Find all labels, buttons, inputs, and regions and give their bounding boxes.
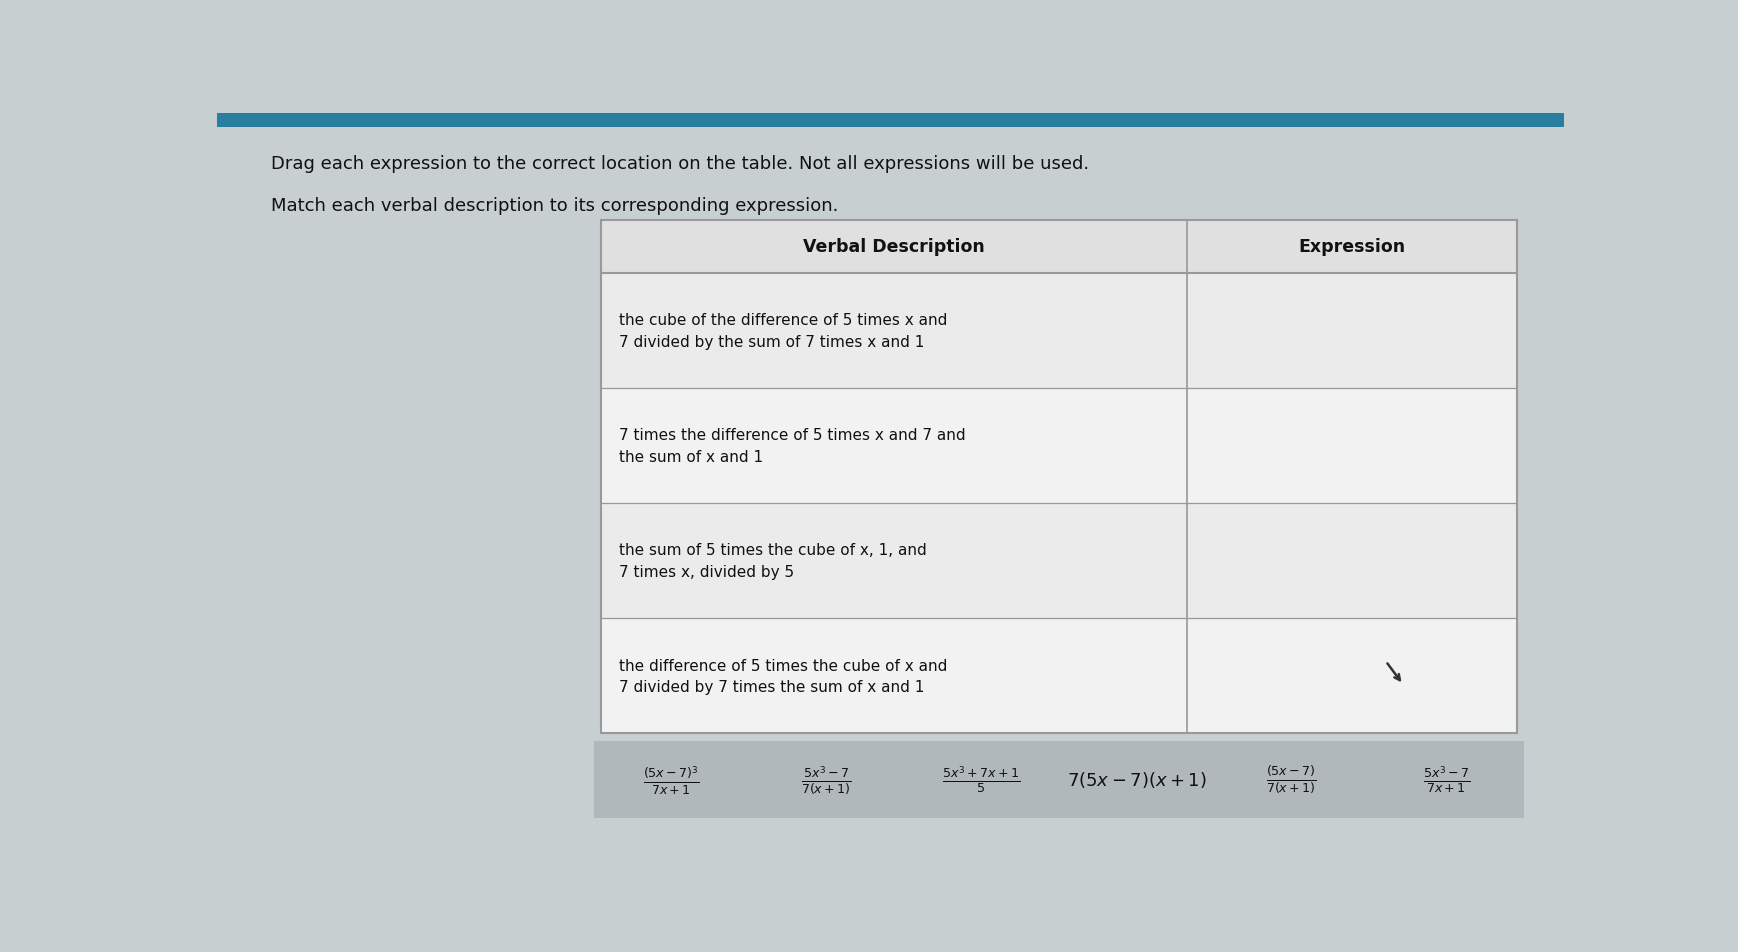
Text: $\frac{5x^3-7}{7(x+1)}$: $\frac{5x^3-7}{7(x+1)}$ — [801, 764, 852, 796]
Text: Verbal Description: Verbal Description — [803, 238, 985, 256]
Text: $\frac{(5x-7)}{7(x+1)}$: $\frac{(5x-7)}{7(x+1)}$ — [1265, 764, 1317, 795]
Text: the sum of 5 times the cube of x, 1, and
7 times x, divided by 5: the sum of 5 times the cube of x, 1, and… — [619, 543, 926, 580]
Text: Match each verbal description to its corresponding expression.: Match each verbal description to its cor… — [271, 196, 838, 214]
Bar — [601, 504, 1517, 619]
Text: Expression: Expression — [1298, 238, 1406, 256]
Text: the difference of 5 times the cube of x and
7 divided by 7 times the sum of x an: the difference of 5 times the cube of x … — [619, 658, 947, 694]
Text: $\frac{5x^3-7}{7x+1}$: $\frac{5x^3-7}{7x+1}$ — [1423, 764, 1470, 795]
Text: 7 times the difference of 5 times x and 7 and
the sum of x and 1: 7 times the difference of 5 times x and … — [619, 427, 965, 465]
Bar — [217, 114, 1564, 128]
Text: the cube of the difference of 5 times x and
7 divided by the sum of 7 times x an: the cube of the difference of 5 times x … — [619, 312, 947, 349]
Bar — [601, 221, 1517, 734]
Bar — [601, 221, 1517, 273]
Bar — [601, 221, 1517, 734]
Bar — [601, 388, 1517, 504]
Bar — [594, 741, 1524, 818]
Bar — [601, 273, 1517, 388]
Text: $\frac{(5x-7)^3}{7x+1}$: $\frac{(5x-7)^3}{7x+1}$ — [643, 764, 700, 796]
Text: $7(5x-7)(x+1)$: $7(5x-7)(x+1)$ — [1067, 769, 1206, 789]
Text: $\frac{5x^3+7x+1}{5}$: $\frac{5x^3+7x+1}{5}$ — [942, 764, 1020, 795]
Bar — [601, 619, 1517, 734]
Text: Drag each expression to the correct location on the table. Not all expressions w: Drag each expression to the correct loca… — [271, 154, 1090, 172]
